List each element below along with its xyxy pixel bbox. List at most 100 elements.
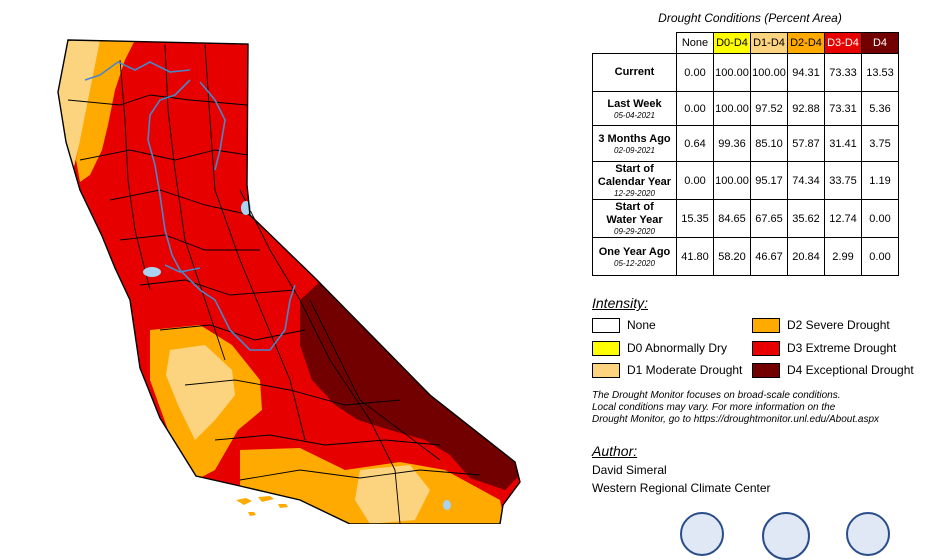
legend-item: D3 Extreme Drought	[752, 340, 897, 357]
column-header-d3-d4: D3-D4	[824, 32, 862, 54]
legend-label: D1 Moderate Drought	[627, 363, 743, 377]
row-date: 02-09-2021	[614, 145, 655, 155]
county-borders	[67, 44, 481, 524]
row-label: Current	[592, 53, 677, 92]
table-cell: 73.31	[824, 91, 862, 126]
author-title: Author:	[592, 443, 638, 459]
salton-sea	[443, 500, 451, 510]
table-cell: 0.00	[861, 237, 899, 276]
row-label-line: Water Year	[606, 214, 663, 226]
table-cell: 57.87	[787, 125, 825, 162]
legend-item: D2 Severe Drought	[752, 317, 890, 334]
column-header-d2-d4: D2-D4	[787, 32, 825, 54]
table-cell: 74.34	[787, 161, 825, 200]
row-label: Start of Water Year 09-29-2020	[592, 199, 677, 238]
table-cell: 100.00	[750, 53, 788, 92]
island-north	[248, 512, 256, 516]
table-cell: 31.41	[824, 125, 862, 162]
table-cell: 3.75	[861, 125, 899, 162]
table-cell: 20.84	[787, 237, 825, 276]
table-cell: 0.00	[676, 161, 714, 200]
intensity-title: Intensity:	[592, 295, 649, 311]
table-cell: 2.99	[824, 237, 862, 276]
table-cell: 58.20	[713, 237, 751, 276]
legend-label: D4 Exceptional Drought	[787, 363, 914, 377]
column-header-d1-d4: D1-D4	[750, 32, 788, 54]
table-cell: 0.00	[676, 53, 714, 92]
table-cell: 0.00	[861, 199, 899, 238]
row-label: One Year Ago 05-12-2020	[592, 237, 677, 276]
legend-swatch	[752, 318, 780, 334]
table-cell: 46.67	[750, 237, 788, 276]
row-label-line: Last Week	[607, 97, 662, 110]
table-header-row: None D0-D4 D1-D4 D2-D4 D3-D4 D4	[592, 32, 899, 54]
table-row: One Year Ago 05-12-2020 41.80 58.20 46.67 20.…	[592, 237, 899, 276]
legend-swatch	[752, 341, 780, 357]
table-cell: 33.75	[824, 161, 862, 200]
channel-islands	[236, 496, 288, 508]
table-row: Last Week 05-04-2021 0.00 100.00 97.52 92.88 7…	[592, 91, 899, 126]
map-d1-south	[355, 465, 430, 524]
note-line: Local conditions may vary. For more info…	[592, 402, 836, 413]
column-header-d0-d4: D0-D4	[713, 32, 751, 54]
table-cell: 13.53	[861, 53, 899, 92]
ndmc-logo	[680, 512, 724, 556]
table-cell: 85.10	[750, 125, 788, 162]
note-line: The Drought Monitor focuses on broad-sca…	[592, 390, 841, 401]
row-label: Last Week 05-04-2021	[592, 91, 677, 126]
row-label-line: Start of	[615, 201, 654, 213]
map-d2-north	[76, 40, 135, 182]
column-header-d4: D4	[861, 32, 899, 54]
legend-item: D0 Abnormally Dry	[592, 340, 728, 357]
bay-water	[143, 267, 161, 277]
map-d4-east	[300, 280, 520, 490]
table-cell: 99.36	[713, 125, 751, 162]
legend-item: None	[592, 317, 656, 334]
table-cell: 100.00	[713, 53, 751, 92]
table-title: Drought Conditions (Percent Area)	[658, 11, 842, 25]
rivers	[84, 61, 296, 351]
note-line: Drought Monitor, go to https://droughtmo…	[592, 414, 880, 425]
legend-label: D2 Severe Drought	[787, 318, 890, 332]
table-cell: 67.65	[750, 199, 788, 238]
row-date: 05-12-2020	[614, 258, 655, 268]
table-cell: 5.36	[861, 91, 899, 126]
author-name: David Simeral	[592, 463, 667, 477]
california-drought-map	[57, 39, 521, 524]
row-label-line: One Year Ago	[598, 245, 671, 258]
legend-swatch	[592, 318, 620, 334]
table-cell: 12.74	[824, 199, 862, 238]
table-cell: 35.62	[787, 199, 825, 238]
usda-logo	[762, 512, 810, 560]
legend-item: D4 Exceptional Drought	[752, 362, 914, 379]
table-row: Start of Water Year 09-29-2020 15.35 84.65 67…	[592, 199, 899, 238]
table-cell: 1.19	[861, 161, 899, 200]
table-cell: 41.80	[676, 237, 714, 276]
table-row: Start of Calendar Year 12-29-2020 0.00 100.0…	[592, 161, 899, 200]
legend-swatch	[592, 363, 620, 379]
drought-table: None D0-D4 D1-D4 D2-D4 D3-D4 D4 Current 0.00 10…	[592, 32, 899, 276]
table-cell: 94.31	[787, 53, 825, 92]
legend-label: D0 Abnormally Dry	[627, 341, 728, 355]
table-cell: 100.00	[713, 91, 751, 126]
info-panel: Drought Conditions (Percent Area) None D0…	[592, 0, 932, 560]
legend-item: D1 Moderate Drought	[592, 362, 743, 379]
row-date: 12-29-2020	[614, 189, 655, 198]
noaa-logo	[846, 512, 890, 556]
table-row: Current 0.00 100.00 100.00 94.31 73.33 13.53	[592, 53, 899, 92]
row-label: 3 Months Ago 02-09-2021	[592, 125, 677, 162]
table-cell: 95.17	[750, 161, 788, 200]
table-row: 3 Months Ago 02-09-2021 0.64 99.36 85.10 57.8…	[592, 125, 899, 162]
row-date: 09-29-2020	[614, 227, 655, 236]
row-label: Start of Calendar Year 12-29-2020	[592, 161, 677, 200]
row-label-line: Start of	[615, 163, 654, 175]
legend-swatch	[592, 341, 620, 357]
map-d1-central-coast	[166, 345, 235, 440]
table-cell: 15.35	[676, 199, 714, 238]
table-cell: 0.64	[676, 125, 714, 162]
author-org: Western Regional Climate Center	[592, 481, 771, 495]
table-cell: 92.88	[787, 91, 825, 126]
legend-label: D3 Extreme Drought	[787, 341, 897, 355]
row-label-line: Current	[614, 66, 655, 78]
column-header-none: None	[676, 32, 714, 54]
